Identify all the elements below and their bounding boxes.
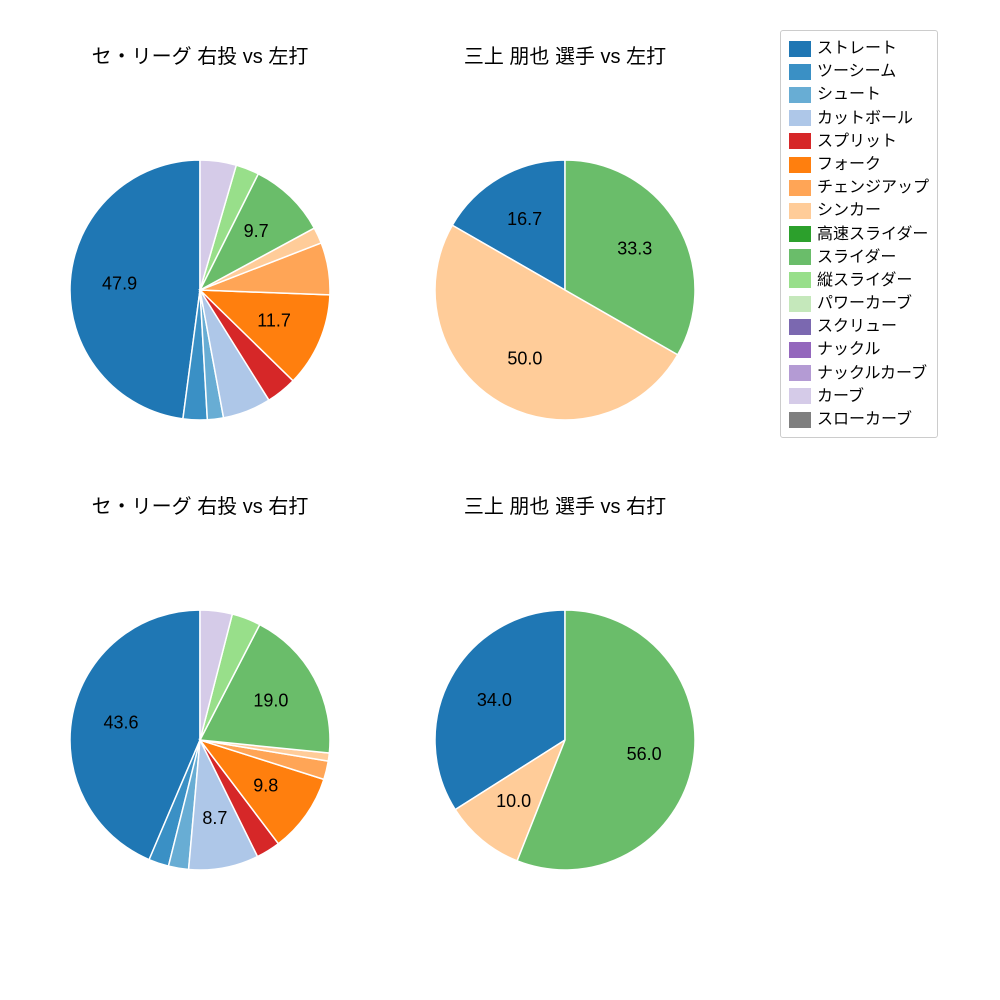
legend-label-v_slider: 縦スライダー — [817, 269, 912, 292]
legend-swatch-cutball — [789, 110, 811, 126]
legend-label-changeup: チェンジアップ — [817, 176, 929, 199]
pie_bl-title: セ・リーグ 右投 vs 右打 — [0, 490, 410, 519]
pie_br-label-sinker: 10.0 — [496, 791, 531, 811]
pie_tr-title: 三上 朋也 選手 vs 左打 — [355, 40, 775, 69]
pie_bl: セ・リーグ 右投 vs 右打 43.6 8.7 9.8 19.0 — [0, 490, 410, 950]
legend-item-sinker: シンカー — [789, 199, 929, 222]
legend-item-curve: カーブ — [789, 385, 929, 408]
legend-item-fork: フォーク — [789, 153, 929, 176]
legend-label-split: スプリット — [817, 130, 897, 153]
legend-label-cutball: カットボール — [817, 107, 913, 130]
legend-swatch-screw — [789, 319, 811, 335]
legend-item-changeup: チェンジアップ — [789, 176, 929, 199]
legend-swatch-fork — [789, 157, 811, 173]
pie_tl: セ・リーグ 右投 vs 左打 47.9 11.7 9.7 — [0, 40, 410, 500]
legend-item-slow_curve: スローカーブ — [789, 408, 929, 431]
legend-label-straight: ストレート — [817, 37, 897, 60]
legend-item-screw: スクリュー — [789, 315, 929, 338]
legend-item-knuckle_curve: ナックルカーブ — [789, 362, 929, 385]
legend-item-knuckle: ナックル — [789, 338, 929, 361]
legend-item-cutball: カットボール — [789, 107, 929, 130]
legend-item-split: スプリット — [789, 130, 929, 153]
legend-swatch-sinker — [789, 203, 811, 219]
legend-swatch-split — [789, 133, 811, 149]
legend-label-shuuto: シュート — [817, 83, 881, 106]
pie_tr-label-straight: 16.7 — [507, 209, 542, 229]
pie_bl-label-slider: 19.0 — [253, 690, 288, 710]
pie_tr-label-sinker: 50.0 — [507, 349, 542, 369]
legend-swatch-slow_curve — [789, 412, 811, 428]
legend-swatch-two_seam — [789, 64, 811, 80]
legend-item-two_seam: ツーシーム — [789, 60, 929, 83]
pie_tr: 三上 朋也 選手 vs 左打 16.7 50.0 33.3 — [355, 40, 775, 500]
legend: ストレートツーシームシュートカットボールスプリットフォークチェンジアップシンカー… — [780, 30, 938, 438]
legend-label-knuckle: ナックル — [817, 338, 881, 361]
legend-label-power_curve: パワーカーブ — [817, 292, 912, 315]
pie_bl-label-fork: 9.8 — [253, 775, 278, 795]
pie_tl-label-slider: 9.7 — [244, 221, 269, 241]
legend-item-v_slider: 縦スライダー — [789, 269, 929, 292]
pie_tl-title: セ・リーグ 右投 vs 左打 — [0, 40, 410, 69]
legend-swatch-straight — [789, 41, 811, 57]
legend-swatch-curve — [789, 388, 811, 404]
legend-swatch-power_curve — [789, 296, 811, 312]
pie_br-label-slider: 56.0 — [627, 744, 662, 764]
legend-label-fork: フォーク — [817, 153, 881, 176]
pie_br: 三上 朋也 選手 vs 右打 34.0 10.0 56.0 — [355, 490, 775, 950]
pie_tl-label-fork: 11.7 — [257, 311, 291, 331]
pie_bl-label-straight: 43.6 — [104, 713, 139, 733]
legend-swatch-slider — [789, 249, 811, 265]
legend-label-knuckle_curve: ナックルカーブ — [817, 362, 927, 385]
legend-label-fast_slider: 高速スライダー — [817, 223, 928, 246]
legend-swatch-knuckle_curve — [789, 365, 811, 381]
legend-swatch-v_slider — [789, 272, 811, 288]
legend-item-slider: スライダー — [789, 246, 929, 269]
legend-item-shuuto: シュート — [789, 83, 929, 106]
legend-swatch-knuckle — [789, 342, 811, 358]
legend-label-screw: スクリュー — [817, 315, 897, 338]
legend-label-curve: カーブ — [817, 385, 864, 408]
legend-item-power_curve: パワーカーブ — [789, 292, 929, 315]
figure: セ・リーグ 右投 vs 左打 47.9 11.7 9.7 三上 朋也 選手 vs 左打 1… — [0, 0, 1000, 1000]
pie_tl-label-straight: 47.9 — [102, 273, 137, 293]
legend-swatch-changeup — [789, 180, 811, 196]
legend-item-fast_slider: 高速スライダー — [789, 223, 929, 246]
legend-swatch-fast_slider — [789, 226, 811, 242]
pie_br-label-straight: 34.0 — [477, 690, 512, 710]
legend-swatch-shuuto — [789, 87, 811, 103]
pie_tr-label-slider: 33.3 — [617, 238, 652, 258]
pie_br-title: 三上 朋也 選手 vs 右打 — [355, 490, 775, 519]
legend-label-slow_curve: スローカーブ — [817, 408, 912, 431]
legend-label-sinker: シンカー — [817, 199, 881, 222]
legend-item-straight: ストレート — [789, 37, 929, 60]
pie_bl-label-cutball: 8.7 — [202, 808, 227, 828]
legend-label-two_seam: ツーシーム — [817, 60, 896, 83]
legend-label-slider: スライダー — [817, 246, 896, 269]
